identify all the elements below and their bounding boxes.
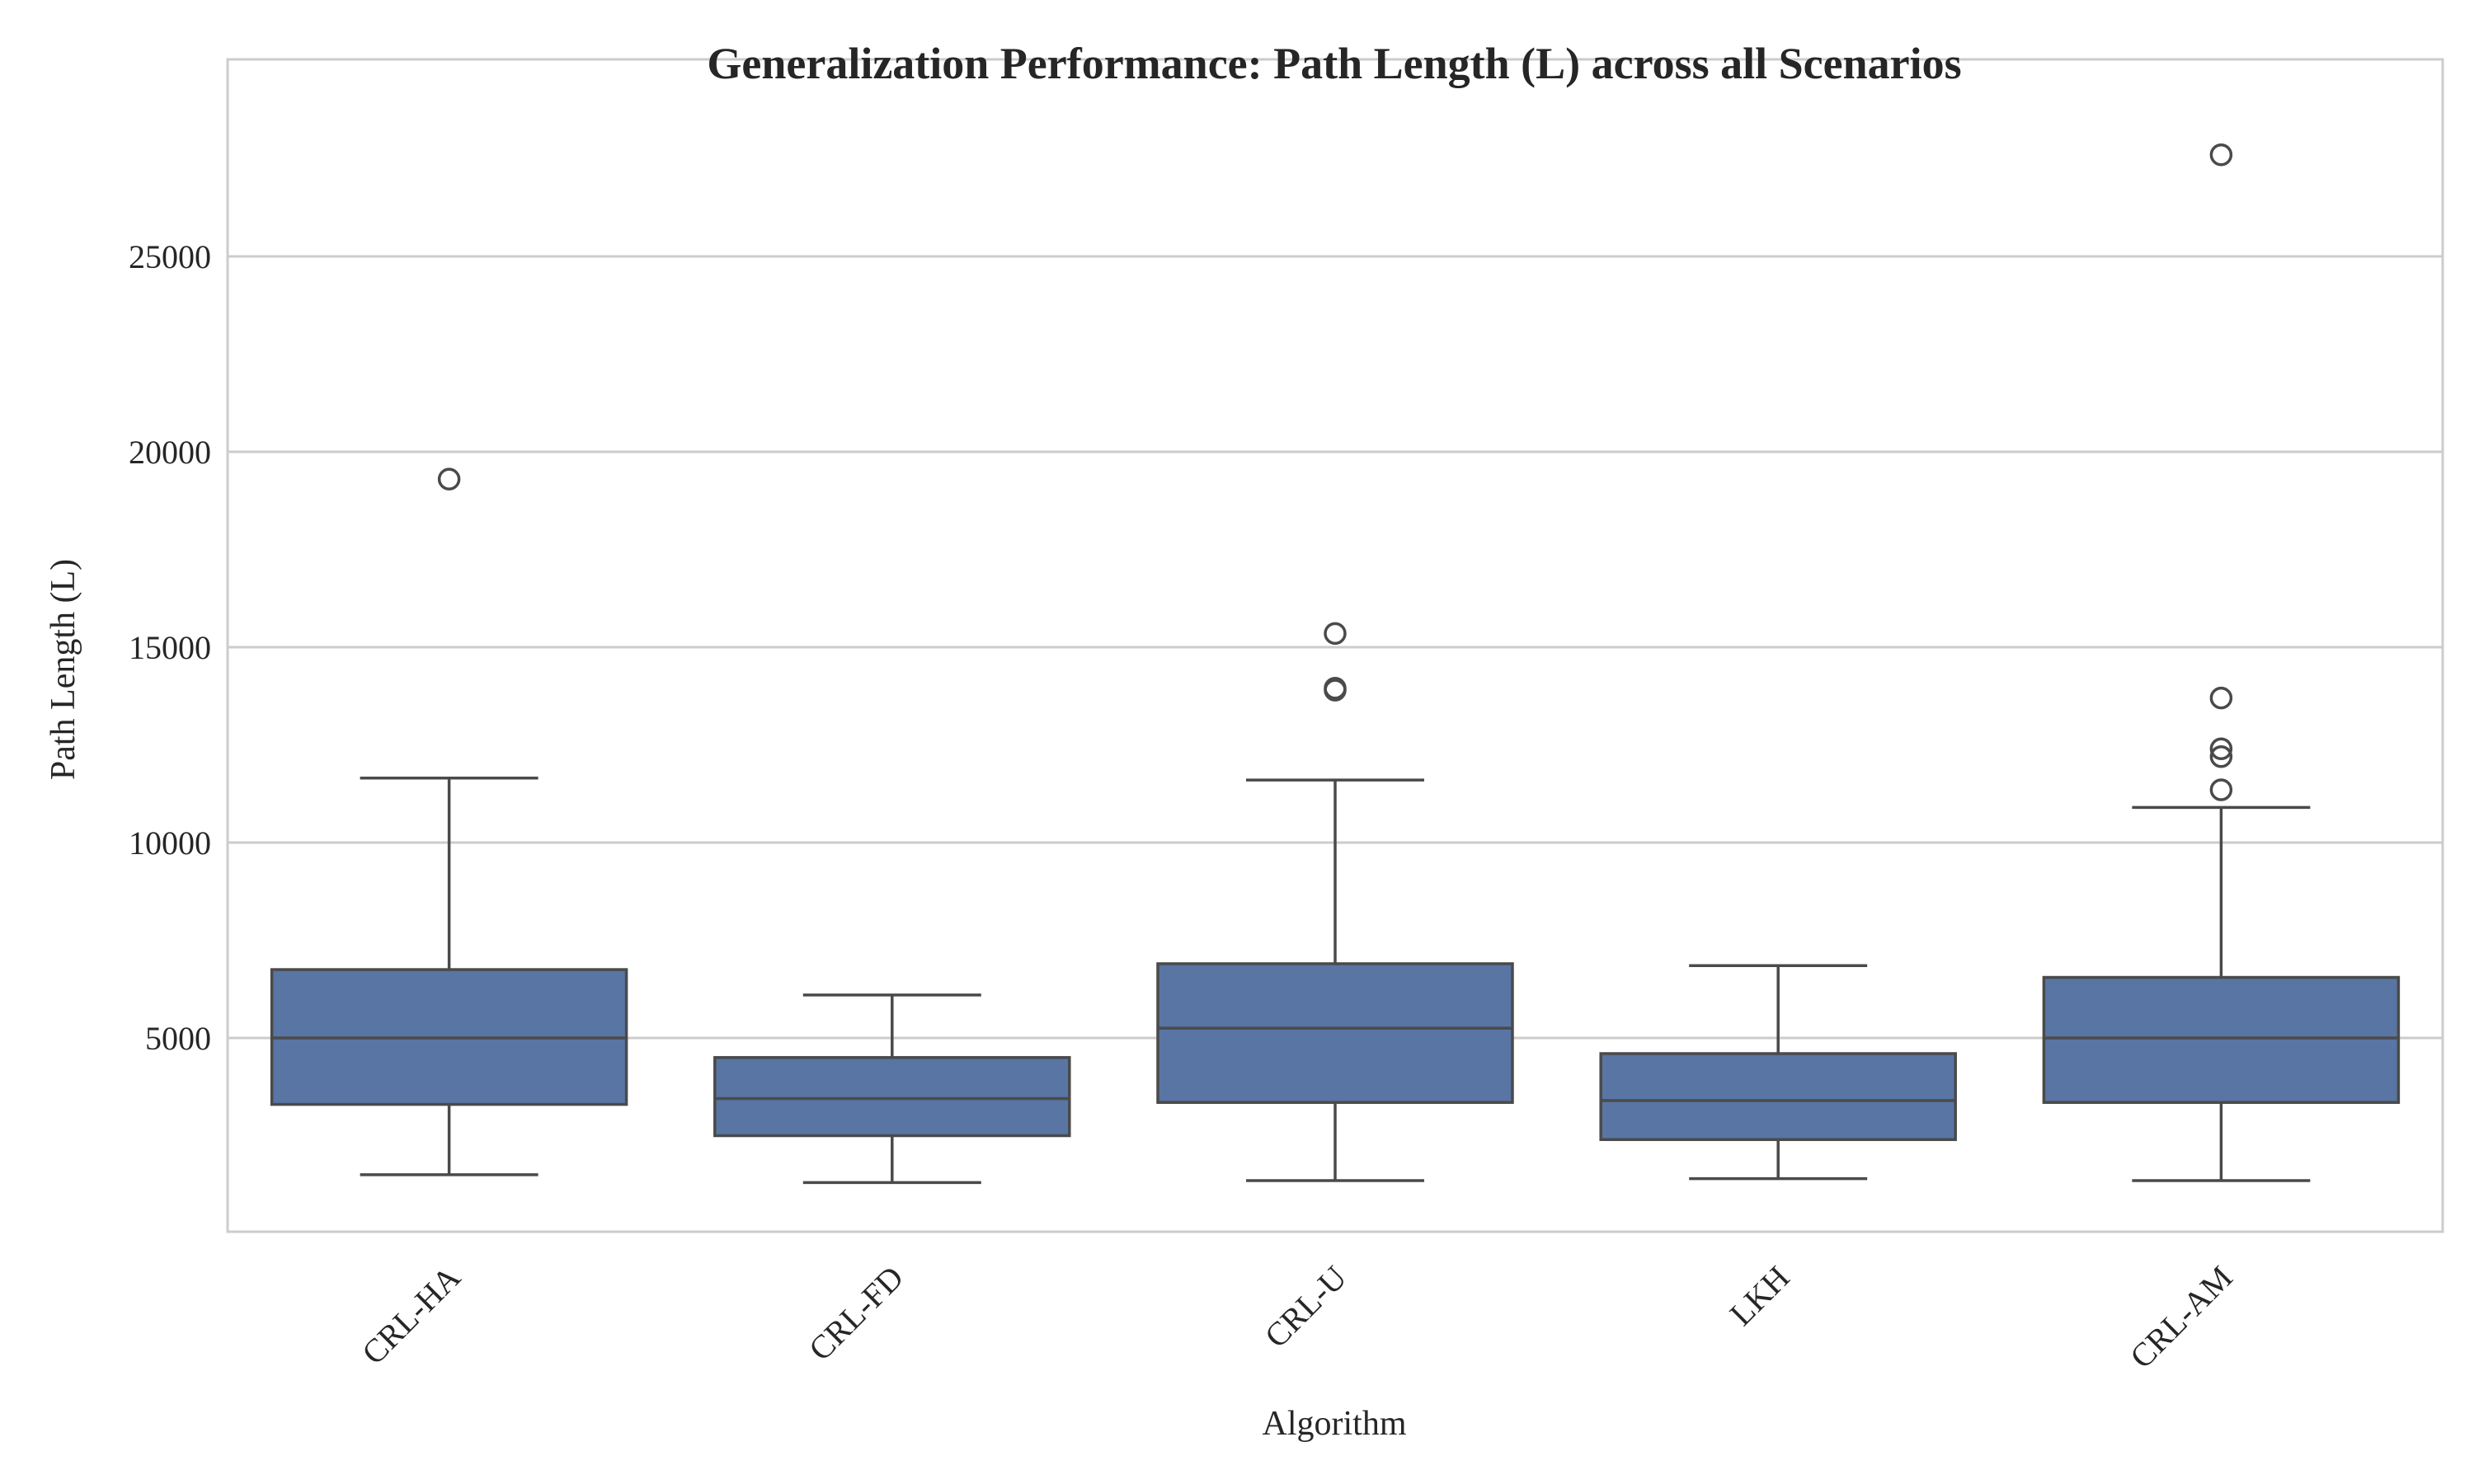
box-crl-ha [270,467,628,1176]
box-crl-am [2042,143,2401,1182]
outlier-point [2209,744,2233,768]
y-axis-label: Path Length (L) [45,559,82,780]
x-axis-label: Algorithm [1263,1405,1407,1443]
chart-title: Generalization Performance: Path Length … [707,39,1961,88]
outlier-point [1324,677,1347,700]
y-tick-label: 5000 [145,1020,211,1057]
box-lkh [1599,964,1957,1181]
x-tick-label-crl-fd: CRL-FD [802,1259,910,1368]
y-tick-label: 25000 [129,238,211,275]
iqr-box [1156,962,1514,1104]
x-tick-label-crl-u: CRL-U [1258,1258,1354,1355]
outlier-point [2209,778,2233,801]
box-crl-fd [713,993,1071,1185]
box-crl-u [1156,622,1514,1182]
y-tick-labels: 5000 10000 15000 20000 25000 [129,238,211,1057]
x-tick-labels: CRL-HA CRL-FD CRL-U LKH CRL-AM [355,1258,2240,1375]
outlier-point [2209,686,2233,710]
outlier-point [2209,143,2233,167]
x-tick-label-crl-am: CRL-AM [2123,1259,2240,1376]
x-tick-label-lkh: LKH [1723,1259,1797,1333]
outlier-point [437,467,461,491]
outlier-point [2209,737,2233,760]
iqr-box [2042,975,2401,1104]
plot-frame [226,58,2444,1233]
outlier-point [1324,622,1347,646]
y-tick-label: 10000 [129,824,211,862]
iqr-box [1599,1052,1957,1141]
boxes [270,143,2401,1185]
y-tick-label: 15000 [129,629,211,666]
y-tick-label: 20000 [129,434,211,471]
x-tick-label-crl-ha: CRL-HA [355,1258,468,1371]
iqr-box [713,1055,1071,1138]
